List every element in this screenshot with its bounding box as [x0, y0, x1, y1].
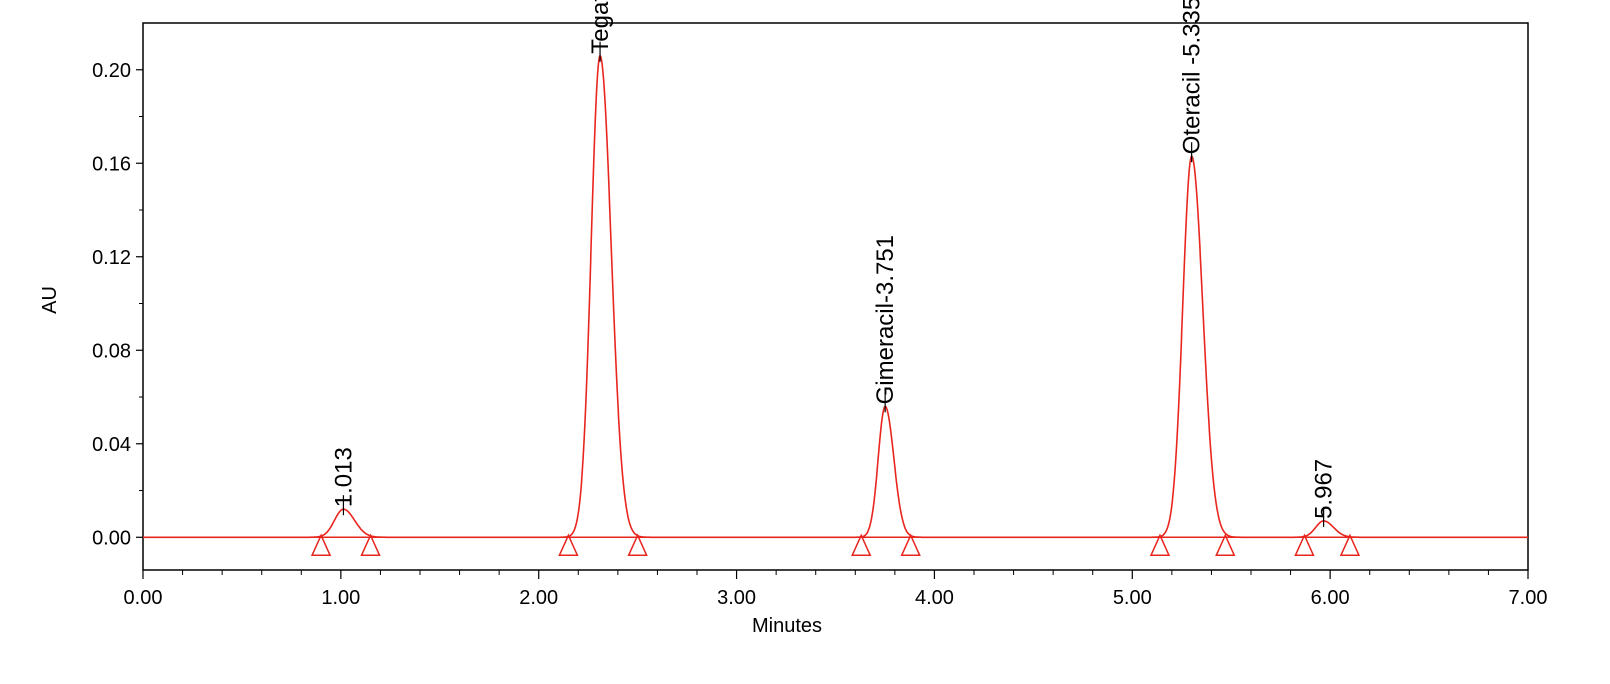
- y-tick-label: 0.08: [92, 340, 131, 362]
- peak-label: Tegafur -2.333: [587, 0, 614, 54]
- x-tick-label: 5.00: [1113, 587, 1152, 609]
- peak-boundary-triangle: [558, 533, 579, 557]
- x-tick-label: 2.00: [519, 587, 558, 609]
- peak-label: 5.967: [1311, 459, 1338, 519]
- y-axis-ticks: 0.00 0.04 0.08 0.12 0.16 0.20: [92, 60, 143, 549]
- peak-boundary-triangle: [900, 533, 921, 557]
- peak-boundary-triangle: [1149, 533, 1171, 557]
- y-axis-label: AU: [39, 286, 61, 314]
- peak-boundary-triangle: [1215, 533, 1236, 557]
- x-axis-ticks: 0.00 1.00 2.00 3.00 4.00 5.00 6.00 7.00: [124, 570, 1548, 609]
- x-tick-label: 3.00: [717, 587, 756, 609]
- x-tick-label: 4.00: [915, 587, 954, 609]
- peak-boundary-triangle: [1339, 533, 1361, 557]
- y-tick-label: 0.04: [92, 434, 131, 456]
- peak-label: 1.013: [330, 447, 357, 507]
- y-tick-label: 0.16: [92, 153, 131, 175]
- chromatogram-trace: [143, 54, 1528, 539]
- x-tick-label: 7.00: [1509, 587, 1548, 609]
- peak-boundary-markers: [310, 533, 1361, 557]
- peak-label: Oteracil -5.335: [1179, 0, 1206, 154]
- x-tick-label: 6.00: [1311, 587, 1350, 609]
- peak-labels: 1.013 Tegafur -2.333 Gimeracil-3.751 Oterac…: [330, 0, 1338, 527]
- peak-boundary-triangle: [851, 533, 872, 557]
- peak-boundary-triangle: [310, 533, 332, 557]
- peak-boundary-triangle: [1294, 533, 1315, 557]
- y-tick-label: 0.12: [92, 247, 131, 269]
- x-tick-label: 1.00: [321, 587, 360, 609]
- plot-frame: [142, 22, 1529, 571]
- peak-boundary-triangle: [360, 533, 381, 557]
- y-tick-label: 0.20: [92, 60, 131, 82]
- peak-label: Gimeracil-3.751: [872, 235, 899, 404]
- x-tick-label: 0.00: [124, 587, 163, 609]
- y-tick-label: 0.00: [92, 527, 131, 549]
- x-axis-label: Minutes: [752, 615, 822, 637]
- peak-boundary-triangle: [627, 533, 648, 557]
